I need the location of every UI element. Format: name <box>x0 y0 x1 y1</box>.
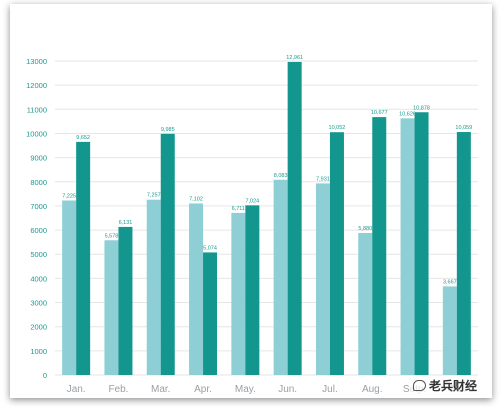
data-label: 9,985 <box>161 127 175 133</box>
data-label: 5,880 <box>358 226 372 232</box>
x-tick-label: Apr. <box>194 384 212 395</box>
bar <box>245 205 260 375</box>
chat-bubble-icon <box>412 380 426 391</box>
data-label: 3,667 <box>443 279 457 285</box>
data-label: 7,102 <box>189 196 203 202</box>
watermark: 老兵财经 <box>409 377 480 394</box>
data-label: 10,626 <box>399 111 416 117</box>
data-label: 10,059 <box>455 125 472 131</box>
bar <box>231 212 246 375</box>
bar <box>358 232 373 375</box>
bar <box>456 132 471 375</box>
y-tick-label: 11000 <box>27 105 47 114</box>
data-label: 10,878 <box>413 105 430 111</box>
data-label: 7,931 <box>316 176 330 182</box>
data-label: 5,578 <box>105 233 119 239</box>
bar <box>400 118 415 375</box>
x-tick-label: May. <box>235 384 256 395</box>
bar <box>442 286 457 375</box>
x-tick-label: Mar. <box>151 384 170 395</box>
bar <box>118 226 133 375</box>
y-tick-label: 8000 <box>30 178 47 187</box>
x-tick-label: Jan. <box>67 384 86 395</box>
bar <box>329 132 344 375</box>
data-label: 5,074 <box>203 245 217 251</box>
data-label: 12,961 <box>286 55 303 61</box>
y-tick-label: 0 <box>43 371 47 380</box>
bar <box>203 252 218 375</box>
bar <box>160 133 175 375</box>
y-tick-label: 6000 <box>30 226 47 235</box>
bar <box>189 203 204 375</box>
bar <box>76 141 91 375</box>
x-tick-label: Jun. <box>278 384 297 395</box>
y-tick-label: 7000 <box>30 202 47 211</box>
x-tick-label: Jul. <box>322 384 338 395</box>
data-label: 10,052 <box>329 125 346 131</box>
y-tick-label: 4000 <box>30 274 47 283</box>
y-tick-label: 12000 <box>26 81 47 90</box>
x-tick-label: Feb. <box>108 384 128 395</box>
data-label: 7,257 <box>147 193 161 199</box>
chart-frame: 0 1000 2000 3000 4000 5000 6000 7000 8000 9000 100… <box>10 4 492 398</box>
y-tick-label: 2000 <box>30 323 47 332</box>
bar <box>104 240 119 375</box>
data-label: 10,677 <box>371 110 388 116</box>
y-tick-label: 3000 <box>30 299 47 308</box>
bar <box>414 112 429 376</box>
data-label: 7,225 <box>62 193 76 199</box>
y-tick-label: 13000 <box>26 57 47 66</box>
y-tick-label: 10000 <box>26 129 47 138</box>
watermark-text: 老兵财经 <box>428 379 477 393</box>
bar <box>273 179 288 375</box>
x-tick-label: Aug. <box>362 384 383 395</box>
bar <box>287 61 302 375</box>
data-label: 7,024 <box>245 198 259 204</box>
bar <box>62 200 77 375</box>
bar <box>315 183 330 375</box>
y-tick-label: 5000 <box>30 250 47 259</box>
bar <box>372 117 387 376</box>
data-label: 9,652 <box>76 135 90 141</box>
bar-chart: 0 1000 2000 3000 4000 5000 6000 7000 8000 9000 100… <box>26 55 478 395</box>
y-tick-label: 9000 <box>30 154 47 163</box>
bar <box>146 199 161 375</box>
data-label: 6,711 <box>232 206 245 212</box>
data-label: 6,131 <box>119 220 133 226</box>
data-label: 8,083 <box>274 173 288 179</box>
y-tick-label: 1000 <box>30 347 47 356</box>
